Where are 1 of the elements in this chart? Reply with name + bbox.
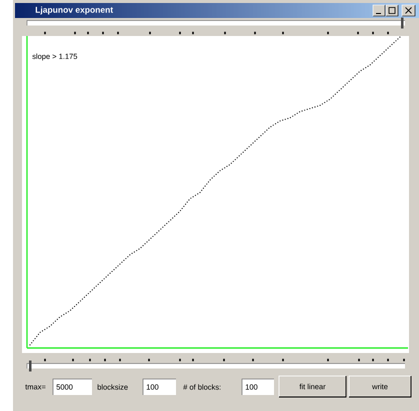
chart-title: Ljapunov exponent <box>36 6 114 14</box>
